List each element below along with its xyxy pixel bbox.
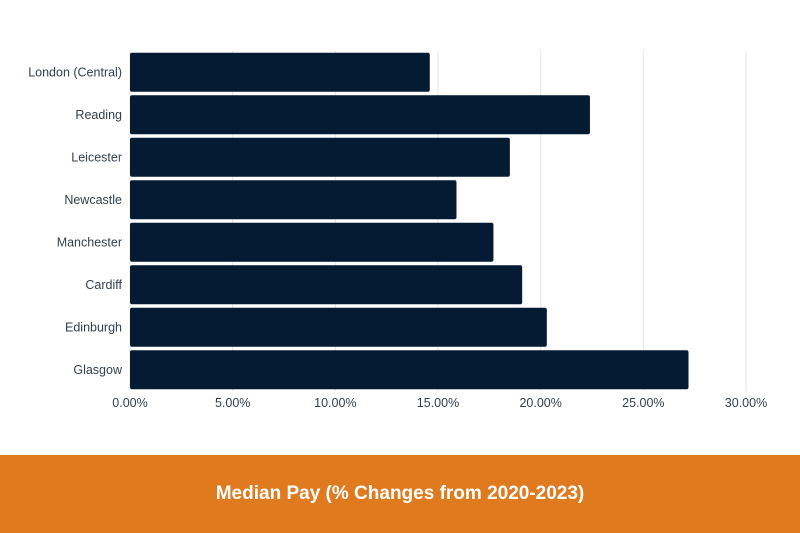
category-label: Glasgow bbox=[73, 363, 123, 377]
category-labels: London (Central) Reading Leicester Newcastl… bbox=[28, 65, 123, 377]
x-tick-label: 5.00% bbox=[215, 396, 250, 410]
bar-chart: London (Central) Reading Leicester Newcastl… bbox=[28, 51, 767, 410]
category-label: Manchester bbox=[57, 235, 122, 249]
x-tick-label: 15.00% bbox=[417, 396, 459, 410]
category-label: Cardiff bbox=[85, 278, 122, 292]
bar bbox=[130, 52, 430, 92]
category-label: London (Central) bbox=[28, 65, 122, 79]
category-label: Reading bbox=[75, 108, 122, 122]
x-tick-label: 0.00% bbox=[112, 396, 147, 410]
x-tick-label: 10.00% bbox=[314, 396, 356, 410]
bar bbox=[130, 265, 523, 305]
x-tick-label: 20.00% bbox=[519, 396, 561, 410]
x-tick-label: 30.00% bbox=[725, 396, 767, 410]
chart-title: Median Pay (% Changes from 2020-2023) bbox=[215, 483, 585, 504]
bar bbox=[130, 137, 510, 177]
bar bbox=[130, 95, 590, 135]
category-label: Edinburgh bbox=[65, 320, 122, 334]
bars bbox=[130, 52, 689, 390]
bar bbox=[130, 222, 494, 262]
title-banner: Median Pay (% Changes from 2020-2023) bbox=[0, 455, 800, 533]
category-label: Newcastle bbox=[64, 193, 122, 207]
x-tick-label: 25.00% bbox=[622, 396, 664, 410]
bar bbox=[130, 350, 689, 390]
bar bbox=[130, 307, 547, 347]
bar bbox=[130, 180, 457, 220]
x-axis-tick-labels: 0.00% 5.00% 10.00% 15.00% 20.00% 25.00% 30.00% bbox=[112, 396, 767, 410]
category-label: Leicester bbox=[71, 150, 122, 164]
